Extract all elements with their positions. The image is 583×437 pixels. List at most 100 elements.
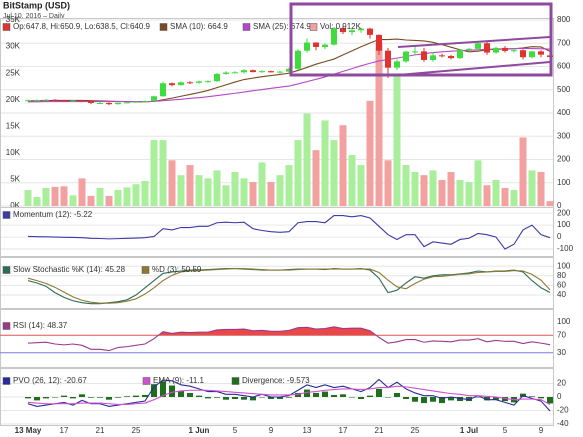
legend-swatch [2,23,11,31]
volume-bar [312,150,320,206]
divergence-bar [160,381,166,397]
volume-bar [87,195,95,206]
x-tick-label: 21 [96,426,105,435]
candle-body [448,56,454,59]
y-tick-label: 100 [557,178,571,187]
volume-bar [348,154,356,206]
volume-bar [285,165,293,206]
candle-body [196,81,202,83]
series-line [27,385,551,405]
candle-body [331,28,337,45]
candle-body [70,100,76,102]
divergence-bar [232,397,238,400]
y-tick-label: 800 [557,15,571,24]
y2-tick-label: 15K [6,121,21,130]
candle-body [340,28,346,33]
candle-body [520,50,526,58]
volume-bar [249,182,257,206]
divergence-bar [538,397,544,399]
candle-body [34,99,40,101]
volume-bar [267,182,275,206]
divergence-bar [61,395,67,397]
y-tick-label: 100 [557,261,571,270]
candle-body [349,30,355,33]
legend-swatch [242,23,251,31]
divergence-bar [25,397,31,399]
series-line [27,326,551,352]
volume-bar [222,185,230,206]
y-tick-label: 0 [557,201,562,210]
divergence-bar [277,397,283,400]
y-tick-label: 100 [557,220,571,229]
y2-tick-label: 35K [6,15,21,24]
candle-body [322,44,328,47]
divergence-bar [124,396,130,397]
divergence-bar [178,390,184,397]
volume-bar [366,100,374,206]
y2-tick-label: 10K [6,148,21,157]
candle-body [511,50,517,52]
y-tick-label: 20 [557,379,566,388]
legend-label: Vol: 0.912K [320,22,362,31]
x-tick-label: 21 [375,426,384,435]
candle-body [142,100,148,102]
y-tick-label: -20 [557,406,569,415]
candle-body [160,83,166,97]
candle-body [295,50,301,69]
x-tick-label: 1 Jul [460,426,478,435]
divergence-bar [34,397,40,401]
candle-body [403,51,409,62]
candle-body [475,43,481,49]
divergence-bar [241,397,247,400]
volume-bar [546,201,554,206]
divergence-bar [295,392,301,397]
candle-body [61,100,67,102]
divergence-bar [367,395,373,397]
candle-body [358,28,364,31]
candle-body [43,99,49,101]
candle-body [223,72,229,74]
divergence-bar [430,397,436,402]
candle-body [484,43,490,53]
x-tick-label: 13 May [15,426,42,435]
candle-body [169,83,175,86]
volume-bar [339,125,347,206]
x-tick-label: 5 [233,426,238,435]
y-tick-label: 300 [557,131,571,140]
legend-swatch [2,211,11,219]
divergence-bar [331,394,337,397]
candle-body [52,99,58,101]
divergence-bar [70,397,76,399]
candle-body [241,70,247,73]
divergence-bar [376,388,382,397]
volume-bar [231,171,239,206]
volume-bar [213,170,221,206]
y-tick-label: 200 [557,208,571,217]
candle-body [277,71,283,73]
divergence-bar [484,397,490,401]
volume-bar [168,160,176,206]
candle-body [133,101,139,103]
volume-bar [393,75,401,206]
y-tick-label: 100 [557,317,571,326]
volume-bar [42,187,50,206]
candle-body [232,72,238,74]
divergence-bar [475,397,481,398]
candle-body [376,34,382,51]
volume-bar [384,160,392,206]
divergence-bar [43,397,49,399]
candle-body [187,82,193,84]
volume-bar [159,140,167,206]
candle-body [79,100,85,102]
divergence-bar [457,397,463,402]
legend-label: Slow Stochastic %K (14): 45.28 [13,265,126,274]
candle-body [259,71,265,73]
divergence-bar [448,397,454,401]
legend-label: SMA (25): 674.9 [253,22,311,31]
candle-body [124,102,130,104]
volume-bar [321,120,329,206]
volume-bar [357,165,365,206]
divergence-bar [250,397,256,401]
volume-bar [465,182,473,206]
